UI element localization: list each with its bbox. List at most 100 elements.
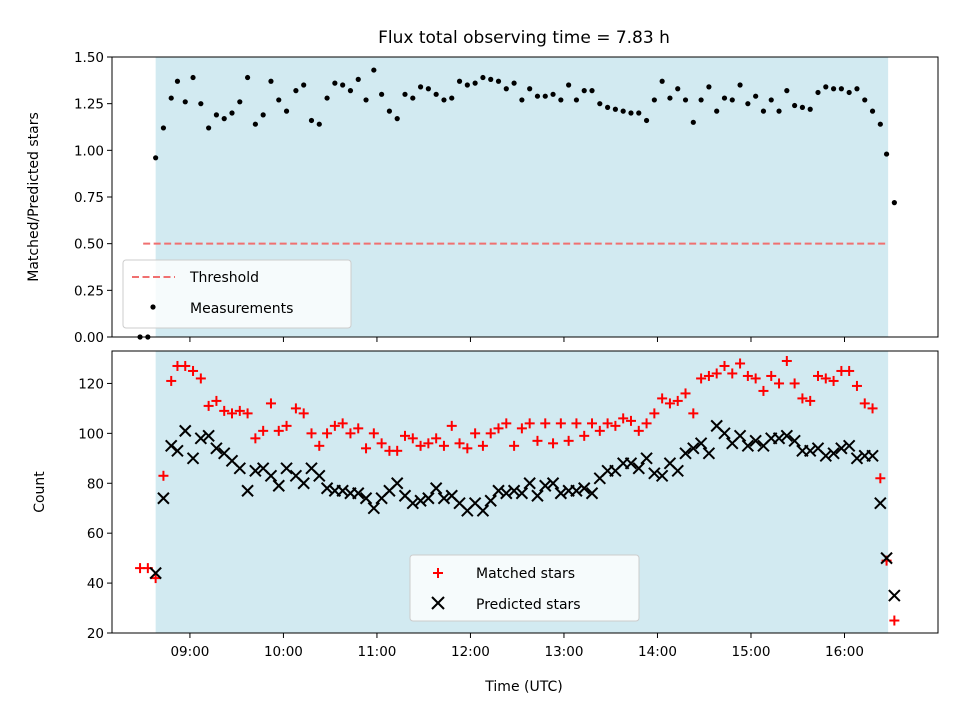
matched-stars-point xyxy=(431,433,442,444)
measurement-point xyxy=(283,108,290,114)
ratio-y-axis-label: Matched/Predicted stars xyxy=(26,112,42,282)
ratio-legend: Threshold Measurements xyxy=(122,259,352,329)
measurement-point xyxy=(776,108,782,114)
measurement-point xyxy=(449,95,455,101)
matched-stars-point xyxy=(265,398,276,409)
matched-stars-point xyxy=(688,408,699,419)
predicted-stars-point xyxy=(429,482,443,495)
measurement-point xyxy=(488,76,494,82)
predicted-stars-point xyxy=(179,424,192,438)
predicted-stars-point xyxy=(585,487,599,500)
matched-stars-point xyxy=(322,428,333,439)
measurement-point xyxy=(682,97,689,103)
predicted-stars-point xyxy=(648,467,661,480)
predicted-stars-point xyxy=(819,449,832,463)
matched-stars-point xyxy=(368,428,379,439)
matched-stars-point xyxy=(281,420,292,431)
predicted-stars-point xyxy=(850,452,864,465)
measurement-point xyxy=(410,95,416,101)
legend-matched-label: Matched stars xyxy=(476,566,575,582)
matched-stars-point xyxy=(227,408,238,419)
matched-stars-point xyxy=(180,360,191,371)
matched-stars-point xyxy=(438,440,449,451)
matched-stars-point xyxy=(361,443,372,454)
predicted-stars-point xyxy=(157,492,170,505)
x-tick-label: 12:00 xyxy=(451,644,490,660)
predicted-stars-point xyxy=(336,484,349,497)
measurement-point xyxy=(160,125,167,131)
measurement-point xyxy=(838,86,844,92)
measurement-point xyxy=(237,99,243,105)
measurement-point xyxy=(659,78,665,84)
matched-stars-point xyxy=(407,433,418,444)
count-legend-box xyxy=(409,554,640,622)
matched-stars-point xyxy=(587,418,598,429)
matched-stars-point xyxy=(195,373,206,384)
measurement-point xyxy=(714,108,720,114)
matched-stars-point xyxy=(859,398,870,409)
matched-stars-point xyxy=(337,418,348,429)
measurement-point xyxy=(620,108,626,114)
predicted-stars-point xyxy=(655,469,669,482)
x-tick-label: 13:00 xyxy=(545,644,584,660)
measurement-point xyxy=(745,101,751,107)
matched-stars-point xyxy=(633,425,644,436)
measurement-point xyxy=(891,200,897,206)
predicted-stars-point xyxy=(835,442,848,455)
measurement-point xyxy=(213,112,220,118)
measurement-point xyxy=(753,93,759,99)
predicted-stars-point xyxy=(842,439,856,453)
matched-stars-point xyxy=(509,440,520,451)
predicted-stars-point xyxy=(578,482,591,495)
matched-stars-point xyxy=(353,423,364,434)
predicted-stars-point xyxy=(546,477,560,490)
predicted-stars-point xyxy=(640,452,653,465)
predicted-stars-point xyxy=(390,477,404,490)
measurement-point xyxy=(221,116,227,122)
measurement-point xyxy=(495,78,502,84)
measurement-point xyxy=(862,97,868,103)
matched-stars-point xyxy=(649,408,660,419)
measurement-point xyxy=(394,116,400,122)
y-tick-label: 80 xyxy=(87,476,104,492)
matched-stars-point xyxy=(875,473,886,484)
x-tick-label: 10:00 xyxy=(264,644,303,660)
y-tick-label: 40 xyxy=(87,576,104,592)
predicted-stars-point xyxy=(422,492,435,505)
y-tick-label: 1.50 xyxy=(74,50,104,66)
predicted-stars-point xyxy=(320,482,334,495)
measurement-point xyxy=(643,117,650,124)
matched-stars-point xyxy=(625,415,636,426)
measurement-point xyxy=(168,95,174,101)
matched-stars-point xyxy=(571,418,582,429)
matched-stars-point xyxy=(493,423,504,434)
matched-stars-point xyxy=(844,365,855,376)
predicted-stars-point xyxy=(297,477,310,490)
matched-stars-point xyxy=(696,373,707,384)
matched-stars-point xyxy=(742,370,753,381)
chart-title: Flux total observing time = 7.83 h xyxy=(378,28,670,48)
matched-stars-point xyxy=(727,368,738,379)
predicted-stars-point xyxy=(866,449,879,463)
legend-predicted-label: Predicted stars xyxy=(476,597,581,613)
measurement-point xyxy=(276,97,282,103)
matched-stars-point xyxy=(392,445,403,456)
predicted-stars-point xyxy=(202,429,215,443)
matched-stars-point xyxy=(664,398,675,409)
predicted-stars-point xyxy=(632,462,645,475)
measurement-point xyxy=(768,97,774,103)
x-tick-label: 14:00 xyxy=(638,644,677,660)
count-y-axis-label: Count xyxy=(32,471,48,513)
legend-predicted-swatch xyxy=(431,596,445,610)
measurement-point xyxy=(308,117,315,124)
measurement-point xyxy=(675,86,681,92)
measurement-point xyxy=(799,104,806,110)
predicted-stars-point xyxy=(788,434,801,448)
predicted-stars-point xyxy=(570,484,583,497)
matched-stars-point xyxy=(797,393,808,404)
ratio-legend-box xyxy=(122,259,352,329)
ratio-x-ticks xyxy=(189,337,845,342)
predicted-stars-point xyxy=(210,442,223,455)
measurement-point xyxy=(883,151,890,157)
